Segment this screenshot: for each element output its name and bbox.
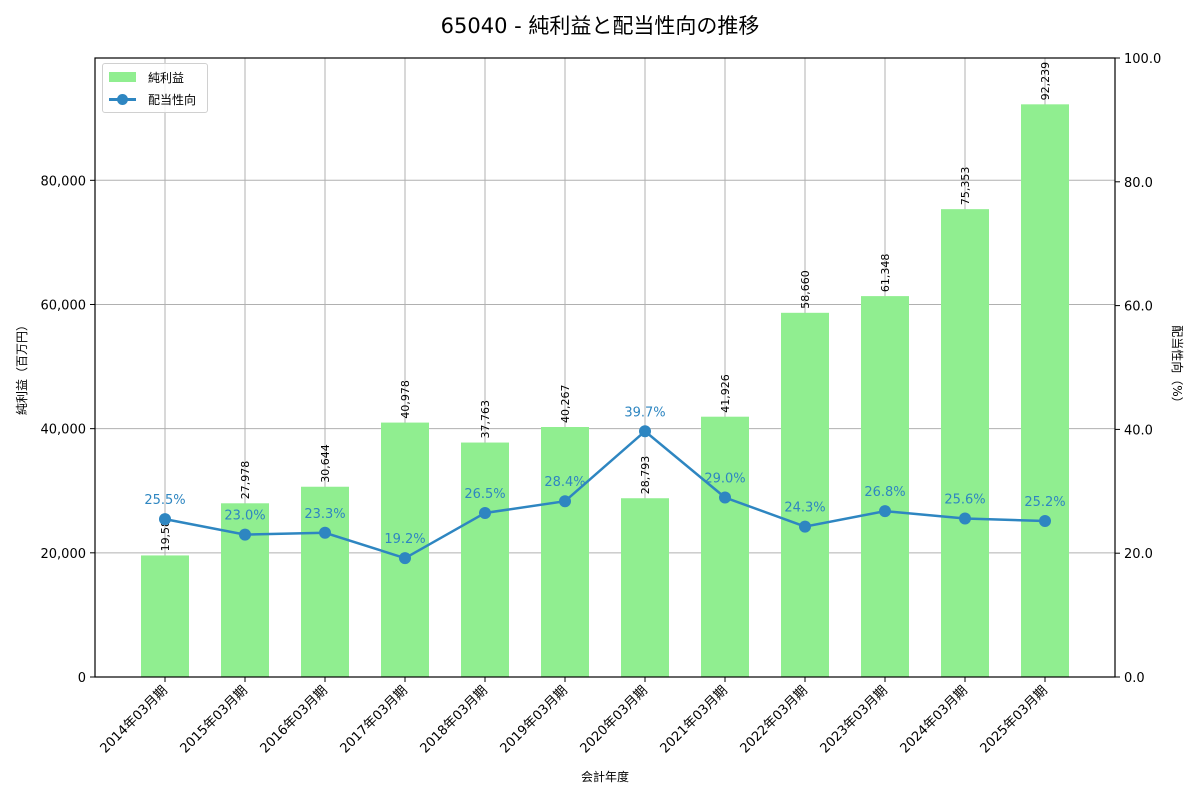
payout-ratio-marker (639, 425, 651, 438)
left-tick-label: 60,000 (41, 298, 87, 313)
bar-value-label: 37,763 (479, 400, 492, 439)
bar-value-label: 75,353 (959, 167, 972, 206)
payout-ratio-marker (959, 512, 971, 525)
bar-value-labels: 19,58 27,978 30,644 40,978 37,763 40,267 28,79… (159, 62, 1052, 552)
plot-frame (94, 57, 1116, 678)
payout-ratio-label: 19.2% (384, 532, 425, 547)
bar (1021, 104, 1069, 677)
x-tick-label: 2024年03月期 (898, 683, 971, 756)
payout-ratio-marker (399, 552, 411, 565)
payout-ratio-marker (159, 513, 171, 526)
left-axis-label: 純利益（百万円） (15, 319, 29, 415)
left-axis-ticks: 0 20,000 40,000 60,000 80,000 (41, 174, 95, 686)
legend: 純利益 配当性向 (102, 63, 208, 113)
bar (301, 486, 349, 677)
x-tick-label: 2025年03月期 (978, 683, 1051, 756)
payout-ratio-label: 26.5% (464, 487, 505, 502)
x-tick-label: 2019年03月期 (498, 683, 571, 756)
x-tick-label: 2018年03月期 (418, 683, 491, 756)
payout-ratio-label: 28.4% (544, 475, 585, 490)
legend-line-marker-icon (109, 94, 136, 105)
right-tick-label: 40.0 (1124, 423, 1153, 438)
payout-ratio-marker (879, 505, 891, 518)
payout-ratio-label: 39.7% (624, 405, 665, 420)
right-axis-ticks: 0.0 20.0 40.0 60.0 80.0 100.0 (1115, 52, 1161, 686)
axes (94, 57, 1116, 678)
bar-value-label: 28,793 (639, 456, 652, 495)
right-tick-label: 60.0 (1124, 300, 1153, 315)
payout-ratio-label: 23.0% (224, 509, 265, 524)
bar-value-label: 41,926 (719, 374, 732, 413)
right-axis-label: 配当性向（%） (1170, 325, 1185, 408)
payout-ratio-line (164, 429, 1046, 560)
left-tick-label: 80,000 (41, 174, 87, 189)
line-series-payout-ratio: 25.5% 23.0% 23.3% 19.2% 26.5% 28.4% 39.7% 29.0%… (144, 405, 1066, 565)
bar-value-label: 19,58 (159, 520, 172, 552)
right-tick-label: 20.0 (1124, 547, 1153, 562)
payout-ratio-marker (1039, 515, 1051, 528)
bar-value-label: 30,644 (319, 444, 332, 483)
right-tick-label: 80.0 (1124, 176, 1153, 191)
payout-ratio-marker (479, 506, 491, 519)
payout-ratio-marker (799, 520, 811, 533)
x-tick-label: 2020年03月期 (578, 683, 651, 756)
payout-ratio-marker (239, 528, 251, 541)
left-tick-label: 20,000 (41, 547, 87, 562)
x-tick-label: 2017年03月期 (338, 683, 411, 756)
left-tick-label: 40,000 (41, 423, 87, 438)
bar (701, 416, 749, 677)
payout-ratio-marker (719, 491, 731, 504)
bar (141, 555, 189, 677)
x-tick-label: 2015年03月期 (178, 683, 251, 756)
legend-item-payout-ratio: 配当性向 (109, 89, 196, 109)
bar (941, 209, 989, 677)
legend-label-net-income: 純利益 (148, 70, 185, 85)
bar-value-label: 92,239 (1039, 62, 1052, 101)
bar-series-net-income (141, 104, 1069, 677)
payout-ratio-marker (559, 495, 571, 508)
right-tick-label: 100.0 (1124, 52, 1161, 67)
legend-bar-swatch-icon (109, 72, 136, 82)
payout-ratio-label: 25.6% (944, 493, 985, 508)
x-tick-label: 2016年03月期 (258, 683, 331, 756)
bar-value-label: 40,978 (399, 380, 412, 419)
bar (541, 426, 589, 677)
x-tick-label: 2014年03月期 (98, 683, 171, 756)
payout-ratio-label: 26.8% (864, 485, 905, 500)
payout-ratio-label: 25.2% (1024, 495, 1065, 510)
chart-title: 65040 - 純利益と配当性向の推移 (440, 14, 760, 38)
payout-ratio-label: 23.3% (304, 507, 345, 522)
payout-ratio-label: 29.0% (704, 471, 745, 486)
x-axis-label: 会計年度 (581, 769, 629, 784)
bar (621, 498, 669, 677)
x-tick-label: 2023年03月期 (818, 683, 891, 756)
x-tick-label: 2021年03月期 (658, 683, 731, 756)
payout-ratio-label: 24.3% (784, 501, 825, 516)
right-tick-label: 0.0 (1124, 671, 1145, 686)
bar (861, 296, 909, 677)
legend-item-net-income: 純利益 (109, 67, 184, 87)
bar (781, 312, 829, 677)
bar-value-label: 61,348 (879, 254, 892, 293)
payout-ratio-label: 25.5% (144, 493, 185, 508)
payout-ratio-marker (319, 526, 331, 539)
bar-value-label: 40,267 (559, 384, 572, 423)
left-tick-label: 0 (78, 671, 86, 686)
bar-value-label: 58,660 (799, 270, 812, 309)
legend-label-payout-ratio: 配当性向 (148, 92, 197, 107)
x-axis-ticks: 2014年03月期 2015年03月期 2016年03月期 2017年03月期 2018… (98, 677, 1051, 757)
bar-value-label: 27,978 (239, 461, 252, 500)
x-tick-label: 2022年03月期 (738, 683, 811, 756)
bar (461, 442, 509, 677)
